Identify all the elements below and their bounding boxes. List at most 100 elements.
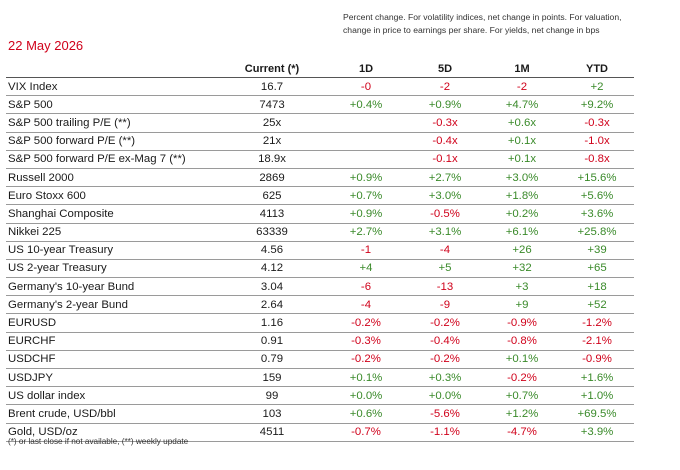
cell-m1: +32 (484, 259, 560, 279)
cell-d5: +0.3% (406, 368, 484, 388)
table-row: EURUSD 1.16 -0.2% -0.2% -0.9% -1.2% (6, 313, 634, 333)
header-5d: 5D (437, 63, 453, 75)
cell-ytd: -0.9% (560, 350, 634, 370)
cell-ytd: +9.2% (560, 95, 634, 115)
cell-current: 4511 (218, 423, 326, 442)
cell-m1: -4.7% (484, 423, 560, 442)
cell-name: USDCHF (6, 350, 218, 370)
header-current: Current (*) (244, 63, 300, 75)
cell-current: 4.12 (218, 259, 326, 279)
cell-name: Germany's 10-year Bund (6, 277, 218, 297)
cell-d5: -0.1x (406, 150, 484, 169)
cell-d1: -0 (326, 77, 406, 97)
cell-d5: -13 (406, 277, 484, 297)
cell-d1: +0.1% (326, 368, 406, 388)
cell-m1: +1.2% (484, 404, 560, 424)
cell-ytd: -1.0x (560, 132, 634, 151)
cell-name: US 10-year Treasury (6, 241, 218, 260)
table-row: US 2-year Treasury 4.12 +4 +5 +32 +65 (6, 259, 634, 279)
cell-m1: +0.2% (484, 204, 560, 224)
cell-name: Euro Stoxx 600 (6, 186, 218, 206)
cell-ytd: +69.5% (560, 404, 634, 424)
cell-m1: +9 (484, 295, 560, 315)
cell-name: US dollar index (6, 386, 218, 406)
market-table: Current (*) 1D 5D 1M YTD VIX Index 16.7 -0… (6, 56, 634, 442)
cell-d1: +0.4% (326, 95, 406, 115)
cell-ytd: +18 (560, 277, 634, 297)
cell-m1: -0.2% (484, 368, 560, 388)
header-ytd: YTD (586, 63, 608, 75)
cell-current: 0.79 (218, 350, 326, 370)
table-row: Euro Stoxx 600 625 +0.7% +3.0% +1.8% +5.6% (6, 186, 634, 206)
cell-ytd: +65 (560, 259, 634, 279)
cell-m1: +0.1x (484, 132, 560, 151)
cell-d1: +4 (326, 259, 406, 279)
table-row: S&P 500 trailing P/E (**) 25x -0.3x +0.6x -0… (6, 113, 634, 133)
cell-ytd: +25.8% (560, 223, 634, 242)
cell-name: Shanghai Composite (6, 204, 218, 224)
cell-current: 4113 (218, 204, 326, 224)
table-row: USDCHF 0.79 -0.2% -0.2% +0.1% -0.9% (6, 350, 634, 370)
cell-m1: +0.1x (484, 150, 560, 169)
cell-d1: +0.9% (326, 204, 406, 224)
cell-m1: +0.1% (484, 350, 560, 370)
cell-d1: -6 (326, 277, 406, 297)
cell-d5: -9 (406, 295, 484, 315)
cell-ytd: -2.1% (560, 332, 634, 351)
cell-name: S&P 500 (6, 95, 218, 115)
cell-d5: +2.7% (406, 168, 484, 188)
cell-name: S&P 500 trailing P/E (**) (6, 113, 218, 133)
cell-d1: -4 (326, 295, 406, 315)
cell-current: 21x (218, 132, 326, 151)
cell-ytd: +39 (560, 241, 634, 260)
report-date: 22 May 2026 (8, 38, 84, 53)
cell-name: Nikkei 225 (6, 223, 218, 242)
cell-d1: -1 (326, 241, 406, 260)
cell-name: Russell 2000 (6, 168, 218, 188)
table-row: Nikkei 225 63339 +2.7% +3.1% +6.1% +25.8% (6, 223, 634, 242)
cell-current: 3.04 (218, 277, 326, 297)
cell-d5: -4 (406, 241, 484, 260)
table-row: S&P 500 forward P/E ex-Mag 7 (**) 18.9x -0… (6, 150, 634, 169)
table-row: Russell 2000 2869 +0.9% +2.7% +3.0% +15.6% (6, 168, 634, 188)
table-row: VIX Index 16.7 -0 -2 -2 +2 (6, 77, 634, 97)
table-row: US 10-year Treasury 4.56 -1 -4 +26 +39 (6, 241, 634, 260)
cell-ytd: +52 (560, 295, 634, 315)
cell-d5: -0.4% (406, 332, 484, 351)
cell-current: 18.9x (218, 150, 326, 169)
cell-d1: +0.7% (326, 186, 406, 206)
cell-current: 4.56 (218, 241, 326, 260)
cell-current: 1.16 (218, 313, 326, 333)
cell-d1: +0.0% (326, 386, 406, 406)
table-row: USDJPY 159 +0.1% +0.3% -0.2% +1.6% (6, 368, 634, 388)
cell-name: Gold, USD/oz (6, 423, 218, 442)
header-1m: 1M (514, 63, 530, 75)
cell-ytd: +3.9% (560, 423, 634, 442)
cell-ytd: +1.6% (560, 368, 634, 388)
cell-name: Germany's 2-year Bund (6, 295, 218, 315)
table-row: Brent crude, USD/bbl 103 +0.6% -5.6% +1.2% +6… (6, 404, 634, 424)
cell-d1: -0.2% (326, 313, 406, 333)
header-1d: 1D (358, 63, 374, 75)
cell-name: EURUSD (6, 313, 218, 333)
cell-current: 16.7 (218, 77, 326, 97)
cell-d1: -0.7% (326, 423, 406, 442)
cell-d1: +0.9% (326, 168, 406, 188)
table-row: S&P 500 7473 +0.4% +0.9% +4.7% +9.2% (6, 95, 634, 115)
table-row: S&P 500 forward P/E (**) 21x -0.4x +0.1x -1.… (6, 132, 634, 151)
cell-current: 2.64 (218, 295, 326, 315)
cell-name: EURCHF (6, 332, 218, 351)
cell-name: VIX Index (6, 77, 218, 97)
cell-d1: -0.2% (326, 350, 406, 370)
cell-d5: +0.0% (406, 386, 484, 406)
cell-current: 99 (218, 386, 326, 406)
units-note: Percent change. For volatility indices, … (343, 12, 622, 35)
cell-d1 (326, 132, 406, 151)
table-row: Germany's 10-year Bund 3.04 -6 -13 +3 +18 (6, 277, 634, 297)
cell-ytd: -0.3x (560, 113, 634, 133)
cell-name: S&P 500 forward P/E (**) (6, 132, 218, 151)
cell-m1: +0.6x (484, 113, 560, 133)
cell-ytd: +5.6% (560, 186, 634, 206)
cell-ytd: +1.0% (560, 386, 634, 406)
cell-m1: -0.8% (484, 332, 560, 351)
